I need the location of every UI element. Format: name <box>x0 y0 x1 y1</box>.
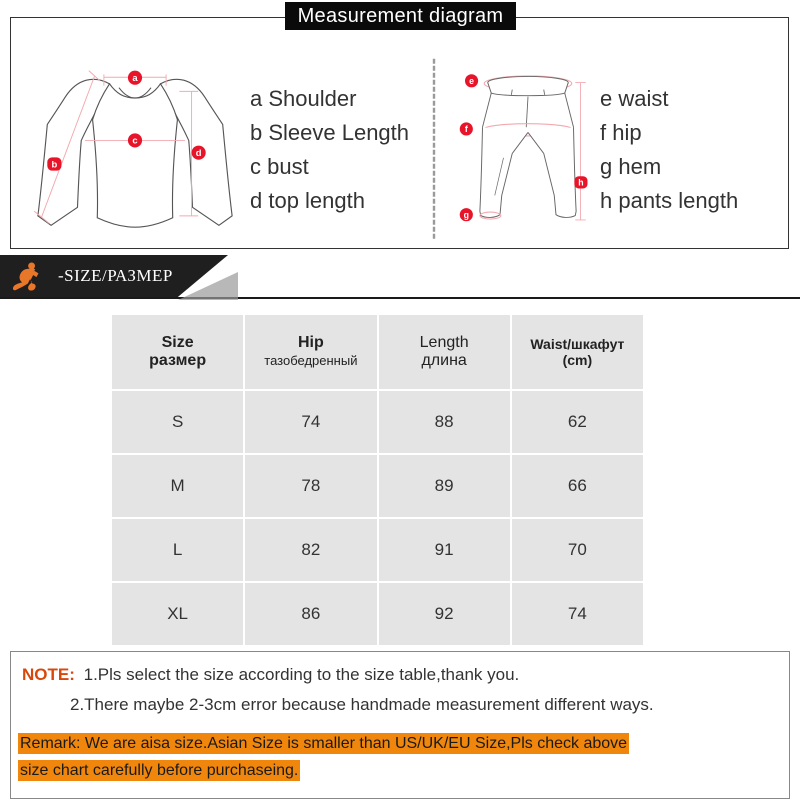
svg-text:f: f <box>465 124 468 134</box>
svg-text:a: a <box>132 72 138 83</box>
svg-text:c: c <box>132 135 137 146</box>
svg-text:e: e <box>469 76 474 86</box>
svg-text:d: d <box>196 147 202 158</box>
svg-text:g: g <box>464 210 469 220</box>
svg-text:b: b <box>52 158 58 169</box>
svg-text:h: h <box>578 177 583 187</box>
